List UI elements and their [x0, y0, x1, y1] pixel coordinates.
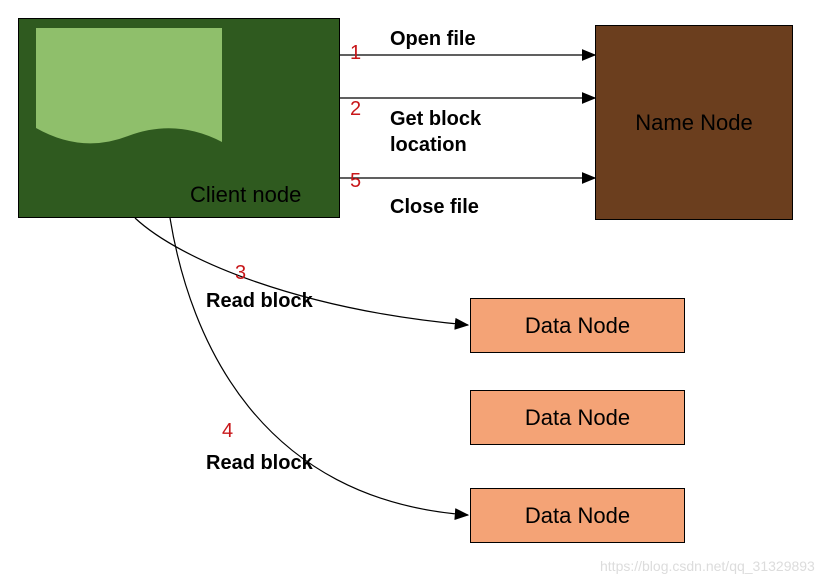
diagram-text-label: Get block: [390, 108, 481, 131]
diagram-text-label: Close file: [390, 196, 479, 219]
name-node-label: Name Node: [635, 110, 752, 136]
watermark-text: https://blog.csdn.net/qq_31329893: [600, 558, 815, 574]
data-node-label: Data Node: [525, 405, 630, 431]
step-number: 3: [235, 262, 246, 285]
hdfs-client-label: HDFS client: [46, 78, 174, 106]
diagram-text-label: Read block: [206, 452, 313, 475]
client-node-label: Client node: [190, 182, 301, 208]
name-node-box: Name Node: [595, 25, 793, 220]
diagram-text-label: Read block: [206, 290, 313, 313]
step-number: 4: [222, 420, 233, 443]
data-node-box: Data Node: [470, 298, 685, 353]
data-node-label: Data Node: [525, 313, 630, 339]
diagram-text-label: Open file: [390, 28, 476, 51]
step-number: 5: [350, 170, 361, 193]
diagram-text-label: location: [390, 134, 467, 157]
step-number: 2: [350, 98, 361, 121]
data-node-label: Data Node: [525, 503, 630, 529]
data-node-box: Data Node: [470, 488, 685, 543]
data-node-box: Data Node: [470, 390, 685, 445]
step-number: 1: [350, 42, 361, 65]
